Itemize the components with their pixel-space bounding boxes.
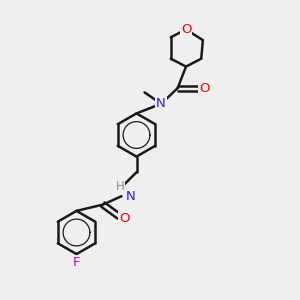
Text: H: H xyxy=(116,180,124,193)
Text: O: O xyxy=(119,212,130,226)
Text: O: O xyxy=(181,23,191,36)
Text: F: F xyxy=(73,256,80,269)
Text: N: N xyxy=(156,97,166,110)
Text: N: N xyxy=(126,190,136,203)
Text: O: O xyxy=(199,82,210,95)
